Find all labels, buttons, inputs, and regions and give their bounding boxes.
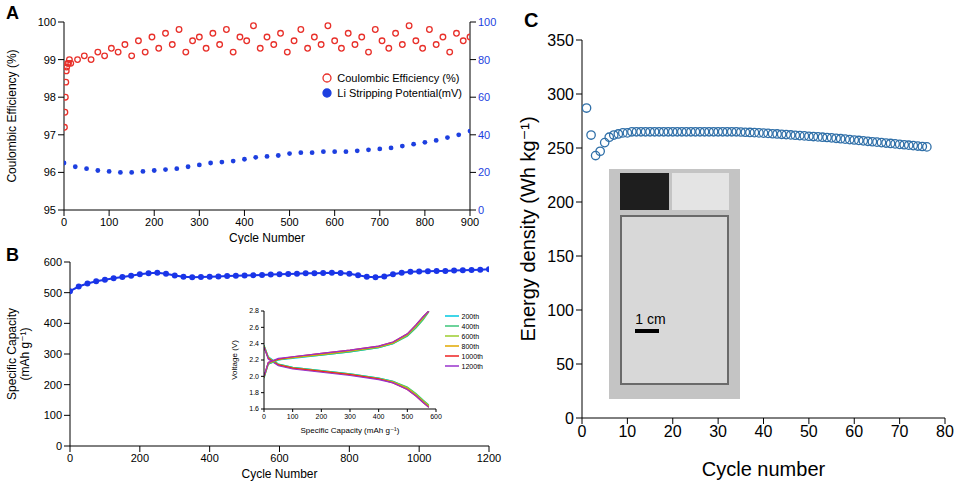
svg-text:0: 0 bbox=[262, 413, 266, 420]
svg-text:100: 100 bbox=[547, 302, 574, 319]
svg-text:60: 60 bbox=[845, 423, 863, 440]
html-text:800th: 800th bbox=[461, 342, 480, 350]
svg-text:100: 100 bbox=[287, 413, 299, 420]
svg-text:99: 99 bbox=[44, 54, 56, 66]
svg-text:30: 30 bbox=[709, 423, 727, 440]
svg-text:100: 100 bbox=[44, 409, 62, 421]
svg-text:700: 700 bbox=[371, 216, 389, 228]
svg-text:60: 60 bbox=[478, 91, 490, 103]
svg-text:1200: 1200 bbox=[477, 452, 501, 464]
svg-text:0: 0 bbox=[61, 216, 67, 228]
svg-text:2.0: 2.0 bbox=[249, 373, 259, 380]
svg-text:97: 97 bbox=[44, 129, 56, 141]
html-text:B: B bbox=[6, 245, 19, 265]
svg-text:50: 50 bbox=[800, 423, 818, 440]
html-text:Coulombic Efficiency (%): Coulombic Efficiency (%) bbox=[337, 72, 460, 84]
svg-text:Specific Capacity (mAh g⁻¹): Specific Capacity (mAh g⁻¹) bbox=[301, 426, 400, 435]
svg-text:50: 50 bbox=[556, 356, 574, 373]
svg-text:600: 600 bbox=[270, 452, 288, 464]
html-text:400th: 400th bbox=[461, 322, 480, 330]
svg-text:2.6: 2.6 bbox=[249, 324, 259, 331]
svg-text:70: 70 bbox=[891, 423, 909, 440]
svg-text:40: 40 bbox=[478, 129, 490, 141]
svg-text:20: 20 bbox=[478, 166, 490, 178]
html-text:Li Stripping Potential(mV): Li Stripping Potential(mV) bbox=[337, 87, 462, 99]
html-text:600th: 600th bbox=[461, 332, 480, 340]
svg-text:Specific Capacity: Specific Capacity bbox=[5, 308, 19, 400]
svg-text:Cycle number: Cycle number bbox=[702, 458, 826, 480]
svg-text:200: 200 bbox=[131, 452, 149, 464]
svg-text:0: 0 bbox=[67, 452, 73, 464]
svg-text:500: 500 bbox=[44, 287, 62, 299]
svg-text:98: 98 bbox=[44, 91, 56, 103]
svg-text:Cycle Number: Cycle Number bbox=[229, 231, 305, 244]
svg-text:40: 40 bbox=[755, 423, 773, 440]
svg-text:(mAh g⁻¹): (mAh g⁻¹) bbox=[18, 327, 32, 380]
svg-text:0: 0 bbox=[478, 204, 484, 216]
html-text:1 cm: 1 cm bbox=[635, 311, 666, 328]
svg-text:1.8: 1.8 bbox=[249, 389, 259, 396]
svg-text:1.6: 1.6 bbox=[249, 405, 259, 412]
svg-text:900: 900 bbox=[461, 216, 479, 228]
svg-text:20: 20 bbox=[664, 423, 682, 440]
svg-text:250: 250 bbox=[547, 140, 574, 157]
svg-text:1000: 1000 bbox=[407, 452, 431, 464]
svg-text:2.4: 2.4 bbox=[249, 340, 259, 347]
svg-text:Voltage (V): Voltage (V) bbox=[230, 340, 239, 380]
svg-text:0: 0 bbox=[565, 410, 574, 427]
svg-text:800: 800 bbox=[340, 452, 358, 464]
svg-text:200: 200 bbox=[145, 216, 163, 228]
svg-text:600: 600 bbox=[325, 216, 343, 228]
html-text:200th: 200th bbox=[461, 312, 480, 320]
svg-text:500: 500 bbox=[280, 216, 298, 228]
svg-text:400: 400 bbox=[44, 317, 62, 329]
svg-text:Coulombic Efficiency (%): Coulombic Efficiency (%) bbox=[5, 49, 19, 182]
svg-text:10: 10 bbox=[618, 423, 636, 440]
html-text:C: C bbox=[524, 9, 539, 31]
html-text:A: A bbox=[6, 3, 19, 23]
svg-text:300: 300 bbox=[344, 413, 356, 420]
svg-text:2.8: 2.8 bbox=[249, 307, 259, 314]
svg-text:80: 80 bbox=[936, 423, 954, 440]
svg-text:400: 400 bbox=[373, 413, 385, 420]
svg-text:0: 0 bbox=[578, 423, 587, 440]
svg-text:Energy density (Wh kg⁻¹): Energy density (Wh kg⁻¹) bbox=[517, 116, 539, 341]
svg-text:300: 300 bbox=[44, 348, 62, 360]
svg-text:95: 95 bbox=[44, 204, 56, 216]
svg-text:96: 96 bbox=[44, 166, 56, 178]
svg-text:200: 200 bbox=[315, 413, 327, 420]
svg-text:600: 600 bbox=[430, 413, 442, 420]
svg-text:100: 100 bbox=[478, 16, 496, 28]
svg-text:150: 150 bbox=[547, 248, 574, 265]
svg-text:Cycle Number: Cycle Number bbox=[241, 467, 317, 481]
svg-text:400: 400 bbox=[235, 216, 253, 228]
html-text:1200th: 1200th bbox=[461, 362, 483, 370]
svg-text:500: 500 bbox=[401, 413, 413, 420]
svg-text:300: 300 bbox=[547, 86, 574, 103]
svg-text:200: 200 bbox=[547, 194, 574, 211]
svg-text:0: 0 bbox=[56, 440, 62, 452]
html-text:1000th: 1000th bbox=[461, 352, 483, 360]
svg-text:300: 300 bbox=[190, 216, 208, 228]
svg-text:600: 600 bbox=[44, 256, 62, 268]
svg-text:400: 400 bbox=[200, 452, 218, 464]
svg-text:800: 800 bbox=[416, 216, 434, 228]
svg-text:100: 100 bbox=[38, 16, 56, 28]
svg-text:80: 80 bbox=[478, 54, 490, 66]
svg-text:100: 100 bbox=[100, 216, 118, 228]
svg-text:350: 350 bbox=[547, 32, 574, 49]
svg-text:200: 200 bbox=[44, 379, 62, 391]
svg-text:2.2: 2.2 bbox=[249, 356, 259, 363]
